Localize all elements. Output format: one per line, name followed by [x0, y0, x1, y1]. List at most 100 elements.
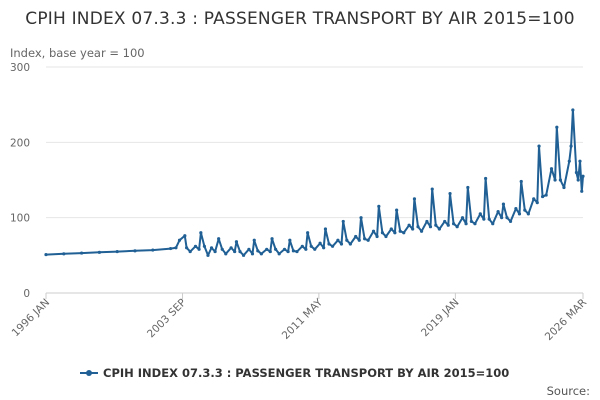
data-point[interactable]	[229, 246, 233, 250]
data-point[interactable]	[62, 252, 66, 256]
data-point[interactable]	[256, 249, 260, 253]
data-point[interactable]	[363, 237, 367, 241]
data-point[interactable]	[537, 144, 541, 148]
data-point[interactable]	[174, 246, 178, 250]
data-point[interactable]	[168, 246, 173, 251]
data-point[interactable]	[517, 212, 522, 216]
data-point[interactable]	[395, 208, 399, 212]
data-point[interactable]	[291, 249, 296, 253]
data-point[interactable]	[484, 176, 488, 181]
data-point[interactable]	[377, 204, 381, 208]
data-point[interactable]	[247, 247, 251, 251]
data-point[interactable]	[437, 227, 441, 231]
data-point[interactable]	[133, 249, 137, 253]
data-point[interactable]	[357, 238, 361, 242]
data-point[interactable]	[286, 249, 290, 254]
data-point[interactable]	[487, 217, 491, 221]
data-point[interactable]	[580, 189, 584, 193]
data-point[interactable]	[234, 240, 239, 244]
data-point[interactable]	[393, 231, 397, 235]
data-point[interactable]	[345, 238, 349, 242]
data-point[interactable]	[238, 249, 242, 254]
data-point[interactable]	[553, 178, 557, 182]
data-point[interactable]	[282, 247, 287, 251]
data-point[interactable]	[341, 219, 345, 224]
data-point[interactable]	[151, 248, 155, 252]
data-point[interactable]	[288, 238, 292, 242]
data-point[interactable]	[411, 227, 415, 231]
data-point[interactable]	[241, 253, 246, 257]
data-point[interactable]	[549, 167, 554, 171]
data-point[interactable]	[268, 249, 272, 254]
data-point[interactable]	[188, 249, 192, 254]
data-point[interactable]	[323, 227, 328, 231]
data-point[interactable]	[576, 178, 580, 182]
data-point[interactable]	[371, 229, 376, 233]
data-point[interactable]	[330, 244, 335, 248]
data-point[interactable]	[252, 238, 256, 242]
data-point[interactable]	[544, 193, 548, 197]
data-point[interactable]	[206, 253, 210, 257]
data-point[interactable]	[44, 252, 48, 257]
data-point[interactable]	[209, 246, 214, 250]
data-point[interactable]	[389, 227, 393, 231]
data-point[interactable]	[555, 125, 559, 129]
data-point[interactable]	[300, 244, 304, 248]
data-point[interactable]	[416, 225, 420, 229]
data-point[interactable]	[407, 223, 411, 227]
data-point[interactable]	[183, 234, 187, 238]
data-point[interactable]	[197, 247, 201, 251]
data-point[interactable]	[295, 249, 299, 254]
data-point[interactable]	[448, 191, 452, 196]
data-point[interactable]	[274, 247, 278, 251]
data-point[interactable]	[523, 208, 527, 212]
data-point[interactable]	[199, 231, 203, 235]
data-point[interactable]	[336, 238, 340, 242]
data-point[interactable]	[478, 212, 482, 216]
data-point[interactable]	[217, 237, 221, 241]
data-point[interactable]	[233, 249, 237, 254]
data-point[interactable]	[466, 185, 470, 190]
data-point[interactable]	[402, 231, 406, 235]
data-point[interactable]	[97, 250, 101, 254]
data-point[interactable]	[380, 231, 385, 235]
legend[interactable]: CPIH INDEX 07.3.3 : PASSENGER TRANSPORT …	[80, 366, 509, 380]
data-point[interactable]	[571, 108, 575, 112]
data-point[interactable]	[482, 217, 486, 221]
data-point[interactable]	[469, 219, 473, 224]
data-point[interactable]	[519, 179, 523, 184]
data-point[interactable]	[259, 252, 263, 256]
data-point[interactable]	[581, 174, 585, 178]
data-point[interactable]	[419, 229, 424, 233]
data-point[interactable]	[327, 242, 331, 246]
data-point[interactable]	[79, 251, 84, 255]
data-point[interactable]	[322, 246, 326, 250]
data-point[interactable]	[491, 222, 495, 226]
data-point[interactable]	[514, 207, 518, 211]
data-point[interactable]	[425, 219, 429, 224]
data-point[interactable]	[348, 242, 352, 246]
data-point[interactable]	[359, 216, 363, 220]
data-point[interactable]	[532, 197, 536, 201]
data-point[interactable]	[366, 238, 370, 242]
data-point[interactable]	[460, 216, 465, 220]
data-point[interactable]	[508, 219, 513, 224]
data-point[interactable]	[224, 252, 228, 256]
data-point[interactable]	[540, 194, 545, 199]
data-point[interactable]	[265, 247, 269, 251]
data-point[interactable]	[412, 197, 417, 201]
data-point[interactable]	[384, 234, 388, 239]
data-point[interactable]	[569, 144, 573, 148]
data-point[interactable]	[578, 159, 582, 163]
data-point[interactable]	[398, 229, 402, 233]
data-point[interactable]	[430, 187, 434, 191]
data-point[interactable]	[526, 212, 530, 216]
data-point[interactable]	[567, 159, 571, 163]
data-point[interactable]	[375, 234, 379, 239]
data-point[interactable]	[535, 201, 539, 205]
data-point[interactable]	[505, 216, 509, 220]
data-point[interactable]	[185, 246, 189, 250]
data-point[interactable]	[220, 247, 224, 251]
data-point[interactable]	[193, 244, 198, 248]
data-point[interactable]	[202, 244, 207, 248]
